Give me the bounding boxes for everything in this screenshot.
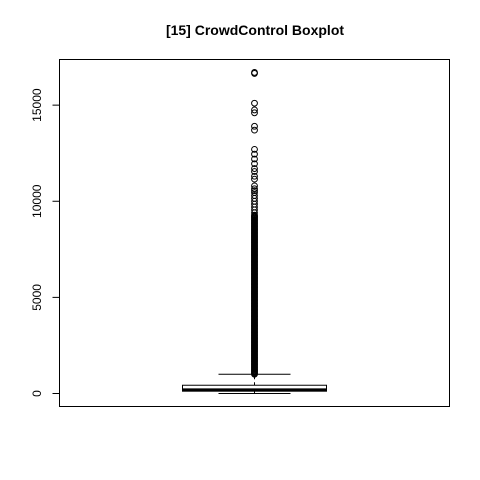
chart-title: [15] CrowdControl Boxplot — [166, 22, 344, 38]
outlier-point — [251, 168, 258, 175]
outlier-point — [251, 187, 258, 195]
outlier-point — [251, 189, 258, 197]
outlier-point — [251, 175, 258, 183]
outlier-point — [251, 99, 258, 107]
outlier-point — [251, 182, 258, 190]
outlier-point — [251, 150, 258, 158]
outlier-point — [251, 172, 258, 180]
outlier-point — [251, 109, 258, 117]
outlier-point — [251, 122, 258, 130]
outlier-point — [251, 106, 258, 114]
outlier-point — [251, 126, 258, 134]
outlier-point — [251, 211, 258, 219]
outlier-point — [251, 145, 258, 153]
y-axis: 0 5000 10000 15000 — [30, 88, 60, 397]
box-plot — [182, 373, 327, 395]
outlier-point — [251, 185, 258, 193]
y-tick-label: 10000 — [30, 184, 44, 218]
y-tick-label: 0 — [30, 390, 44, 397]
outlier-point — [251, 160, 258, 168]
outlier-points — [251, 69, 258, 378]
y-tick-label: 5000 — [30, 284, 44, 311]
outlier-point — [251, 155, 258, 163]
y-tick-label: 15000 — [30, 88, 44, 122]
outlier-point — [251, 165, 258, 172]
outlier-point — [251, 192, 258, 199]
outlier-point — [251, 69, 258, 76]
